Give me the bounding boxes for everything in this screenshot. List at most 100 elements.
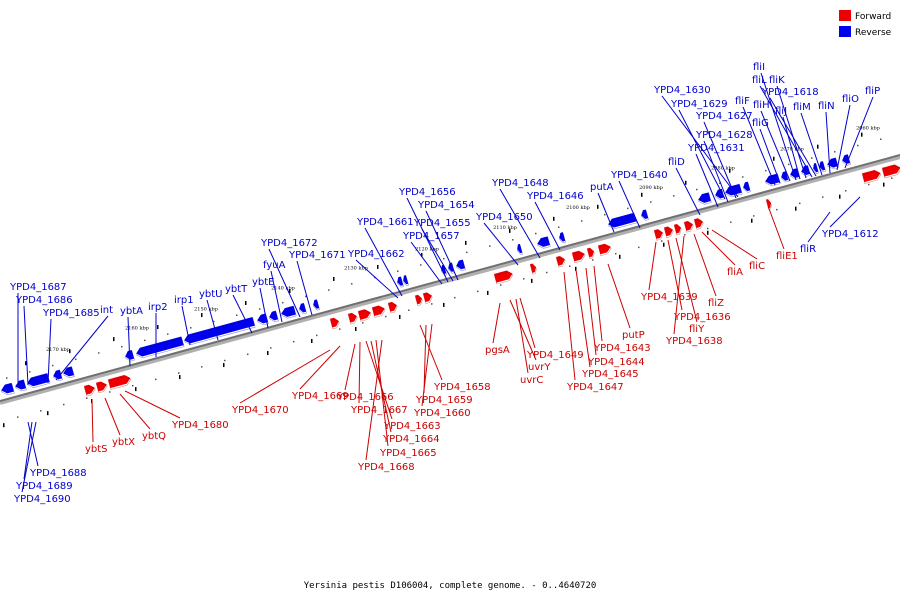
- reverse-gene-label: fliN: [818, 101, 835, 112]
- forward-leader-line: [492, 302, 501, 344]
- forward-gene-arrow: [330, 317, 340, 330]
- forward-gene-arrow: [862, 169, 882, 184]
- forward-leader-line: [365, 339, 383, 461]
- reverse-gene-arrow: [537, 236, 551, 249]
- reverse-leader-line: [695, 153, 719, 208]
- kbp-tick-label: 2170 kbp: [46, 347, 70, 353]
- reverse-gene-label: YPD4_1618: [761, 87, 819, 98]
- track-dot: [328, 289, 330, 291]
- reverse-gene-arrow: [801, 165, 811, 177]
- reverse-gene-label: YPD4_1686: [15, 295, 73, 306]
- track-dot: [742, 176, 744, 178]
- forward-gene-label: YPD4_1647: [566, 382, 624, 393]
- track-dot: [661, 240, 663, 242]
- track-dot: [385, 315, 387, 318]
- reverse-leader-line: [27, 421, 39, 467]
- reverse-gene-label: YPD4_1630: [653, 85, 711, 96]
- forward-leader-line: [767, 205, 785, 250]
- track-dot: [121, 345, 123, 348]
- track-dot: [109, 391, 111, 393]
- forward-leader-line: [124, 390, 181, 419]
- track-tick: [751, 218, 753, 223]
- track-dot: [891, 177, 893, 179]
- track-tick: [817, 144, 819, 149]
- reverse-gene-arrow: [27, 373, 51, 388]
- forward-gene-labels: ybtSybtXybtQYPD4_1680YPD4_1670YPD4_1669Y…: [85, 251, 798, 473]
- forward-gene-label: uvrC: [520, 375, 543, 386]
- reverse-gene-label: YPD4_1655: [413, 218, 471, 229]
- reverse-gene-label: YPD4_1627: [695, 111, 753, 122]
- forward-gene-arrow: [598, 243, 612, 256]
- track-tick: [179, 375, 181, 380]
- track-dot: [523, 278, 525, 280]
- reverse-gene-arrow: [403, 275, 409, 287]
- track-tick: [421, 252, 423, 257]
- forward-gene-label: YPD4_1669: [291, 391, 349, 402]
- track-dot: [696, 188, 698, 191]
- reverse-leader-line: [21, 421, 37, 493]
- track-dot: [719, 182, 721, 184]
- forward-gene-label: YPD4_1643: [593, 343, 651, 354]
- forward-gene-label: YPD4_1644: [587, 357, 645, 368]
- track-dot: [868, 183, 870, 186]
- reverse-gene-label: fliM: [793, 102, 811, 113]
- reverse-gene-label: ybtU: [199, 289, 223, 300]
- track-dot: [811, 157, 813, 159]
- track-tick: [509, 228, 511, 233]
- reverse-gene-arrow: [765, 173, 781, 187]
- reverse-gene-arrow: [827, 157, 839, 170]
- track-tick: [333, 276, 335, 281]
- reverse-gene-label: fliR: [800, 244, 816, 255]
- reverse-leader-line: [760, 110, 791, 182]
- track-tick: [157, 325, 159, 330]
- reverse-leader-line: [782, 116, 801, 180]
- track-tick: [707, 230, 709, 235]
- kbp-tick-label: 2130 kbp: [344, 266, 368, 272]
- track-tick: [267, 351, 269, 356]
- track-dot: [454, 296, 456, 299]
- forward-gene-arrow: [572, 250, 586, 264]
- reverse-gene-arrow: [698, 192, 712, 205]
- reverse-leader-line: [829, 196, 861, 228]
- reverse-gene-arrow: [813, 162, 819, 174]
- reverse-gene-arrow: [842, 154, 851, 166]
- reverse-gene-label: YPD4_1650: [475, 212, 533, 223]
- forward-gene-arrow: [766, 199, 772, 211]
- track-dots: [3, 132, 893, 428]
- forward-leader-line: [711, 229, 758, 260]
- forward-gene-label: fliY: [689, 324, 705, 335]
- reverse-gene-label: fliL: [752, 75, 767, 86]
- reverse-gene-track: [1, 154, 851, 396]
- track-dot: [293, 340, 295, 343]
- reverse-gene-label: YPD4_1661: [356, 217, 414, 228]
- kbp-tick-label: 2060 kbp: [856, 126, 880, 132]
- track-dot: [615, 252, 617, 255]
- track-dot: [546, 271, 548, 274]
- reverse-leader-line: [268, 248, 301, 318]
- reverse-leader-line: [661, 95, 739, 198]
- forward-gene-label: fliC: [749, 261, 765, 272]
- track-dot: [201, 366, 203, 368]
- track-dot: [638, 246, 640, 249]
- track-tick: [487, 290, 489, 295]
- reverse-leader-line: [760, 72, 797, 181]
- track-tick: [443, 302, 445, 307]
- track-dot: [604, 213, 606, 216]
- track-dot: [190, 327, 192, 329]
- forward-leader-line: [375, 339, 389, 447]
- reverse-gene-arrow: [281, 305, 297, 319]
- reverse-gene-label: fliI: [753, 62, 765, 73]
- reverse-gene-label: fliP: [865, 86, 880, 97]
- forward-gene-label: ybtX: [112, 437, 135, 448]
- reverse-gene-arrow: [53, 369, 63, 382]
- track-dot: [282, 301, 284, 304]
- track-dot: [40, 410, 42, 412]
- reverse-gene-label: fliK: [769, 75, 785, 86]
- track-tick: [113, 337, 115, 342]
- reverse-gene-arrow: [517, 243, 523, 255]
- forward-gene-arrow: [96, 381, 108, 394]
- reverse-leader-line: [23, 421, 33, 480]
- forward-gene-label: YPD4_1636: [673, 312, 731, 323]
- reverse-gene-arrow: [15, 379, 27, 392]
- forward-leader-line: [693, 233, 717, 297]
